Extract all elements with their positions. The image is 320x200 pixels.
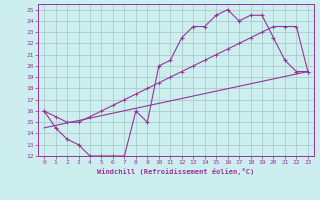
X-axis label: Windchill (Refroidissement éolien,°C): Windchill (Refroidissement éolien,°C) — [97, 168, 255, 175]
